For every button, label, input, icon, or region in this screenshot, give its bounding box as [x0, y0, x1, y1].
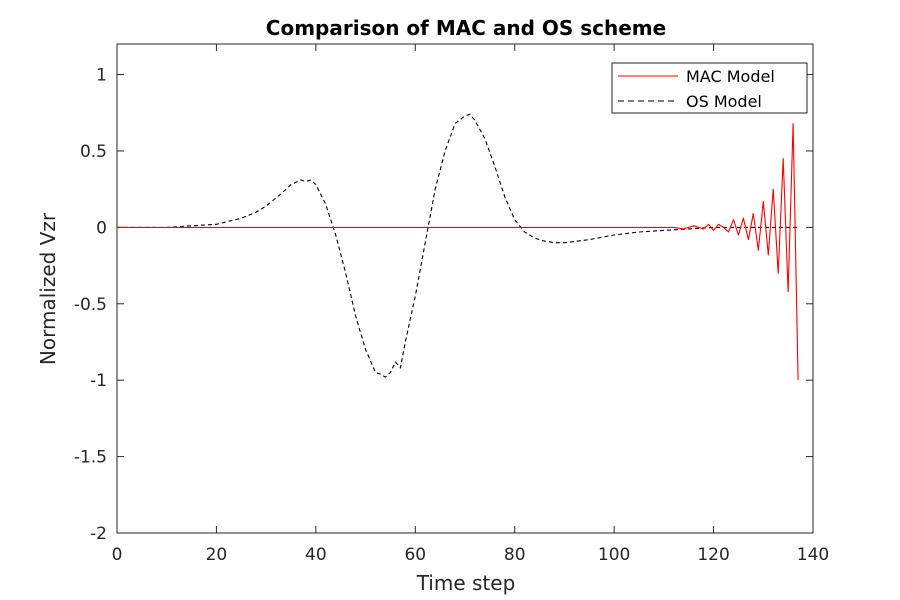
- legend-label-os-model: OS Model: [686, 92, 762, 111]
- y-tick-label: -1.5: [74, 448, 107, 468]
- plot-area: 0 20 40 60 80 100 120 140 -2 -1.5 -1 -0.5 0 0.5 1: [74, 43, 829, 565]
- legend-box: [611, 62, 808, 114]
- axes-box: [116, 43, 814, 534]
- x-tick-label: 140: [797, 545, 829, 565]
- y-tick-label: 0: [96, 218, 107, 238]
- x-tick-label: 60: [404, 545, 426, 565]
- y-axis-label: Normalized Vzr: [36, 212, 60, 365]
- legend-label-mac-model: MAC Model: [686, 67, 775, 86]
- legend: MAC Model OS Model: [611, 62, 808, 114]
- chart-title: Comparison of MAC and OS scheme: [266, 16, 666, 40]
- x-tick-label: 20: [206, 545, 228, 565]
- y-tick-label: -2: [90, 524, 107, 544]
- y-tick-label: 1: [96, 66, 107, 86]
- x-tick-label: 0: [112, 545, 123, 565]
- y-tick-label: -0.5: [74, 295, 107, 315]
- x-axis-label: Time step: [416, 571, 516, 595]
- y-tick-label: 0.5: [80, 142, 107, 162]
- x-tick-label: 80: [504, 545, 526, 565]
- x-tick-label: 40: [305, 545, 327, 565]
- series-line-os-model: [117, 113, 799, 378]
- x-tick-label: 100: [598, 545, 630, 565]
- series-line-mac-model: [117, 122, 799, 381]
- y-tick-label: -1: [90, 371, 107, 391]
- x-tick-label: 120: [697, 545, 729, 565]
